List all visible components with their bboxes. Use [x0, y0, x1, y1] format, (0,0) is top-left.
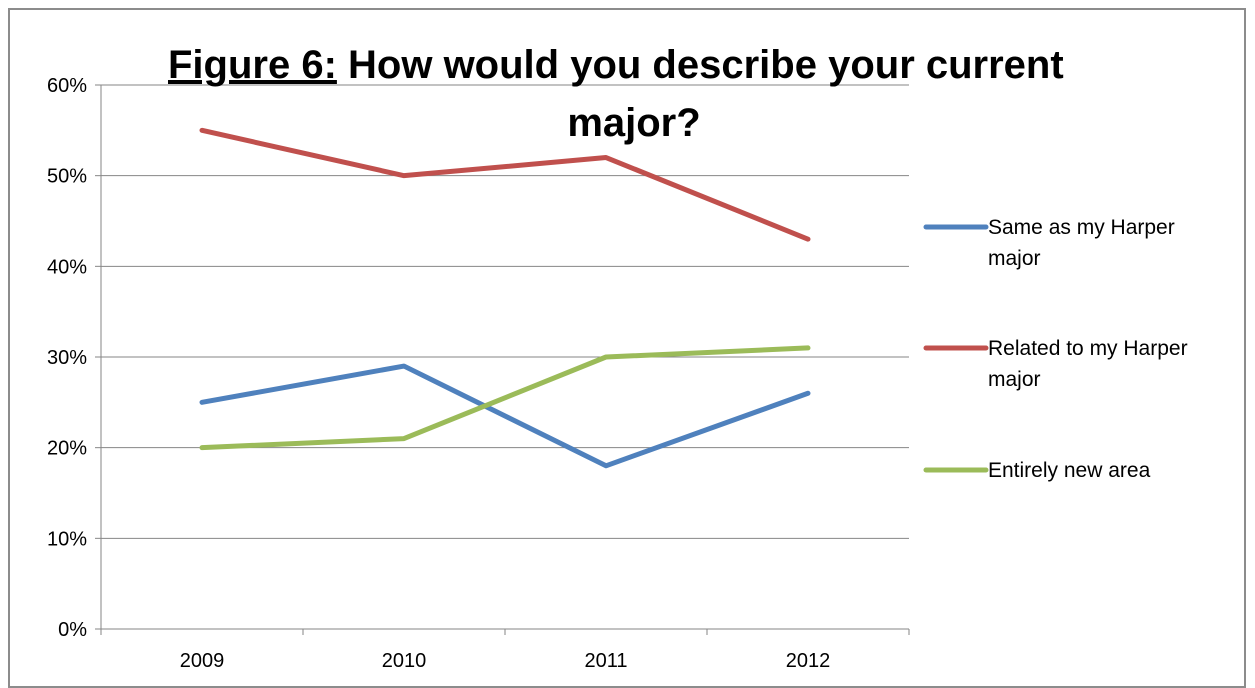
data-point — [806, 345, 810, 350]
y-axis-tick-labels: 0% 10% 20% 30% 40% 50% 60% — [47, 75, 87, 641]
data-point — [806, 391, 810, 396]
chart-title-line-1-rest: How would you describe your current — [337, 43, 1064, 87]
y-tick-label: 40% — [47, 256, 87, 278]
series-lines — [199, 127, 811, 469]
series-line — [199, 127, 811, 242]
chart-title-line-2: major? — [567, 101, 700, 145]
x-axis-tick-labels: 2009 2010 2011 2012 — [180, 650, 831, 672]
y-tick-label: 60% — [47, 75, 87, 97]
data-point — [402, 436, 406, 441]
data-point — [806, 237, 810, 242]
x-tick-label: 2012 — [786, 650, 831, 672]
x-tick-label: 2010 — [382, 650, 427, 672]
data-point — [200, 400, 204, 405]
x-tick-label: 2009 — [180, 650, 225, 672]
gridlines — [101, 84, 909, 539]
data-point — [604, 355, 608, 359]
data-point — [200, 128, 204, 133]
series-line — [199, 345, 811, 451]
y-tick-label: 30% — [47, 347, 87, 369]
data-point — [200, 445, 204, 450]
legend-label: Same as my Harper major — [988, 216, 1175, 270]
series-line — [199, 363, 811, 469]
legend-label: Related to my Harper major — [988, 337, 1188, 391]
data-point — [604, 155, 608, 160]
legend-label: Entirely new area — [988, 459, 1151, 482]
chart-title-prefix: Figure 6: — [168, 43, 337, 87]
legend: Same as my Harper major Related to my Harp… — [923, 216, 1188, 482]
chart-title-line-1: Figure 6: How would you describe your cu… — [168, 43, 1064, 87]
y-tick-label: 50% — [47, 166, 87, 188]
axes — [95, 84, 910, 635]
data-point — [402, 173, 406, 178]
data-point — [604, 463, 608, 468]
y-tick-label: 0% — [58, 619, 87, 641]
chart-frame — [8, 8, 1246, 688]
data-point — [402, 364, 406, 369]
x-tick-label: 2011 — [584, 650, 627, 672]
y-tick-label: 20% — [47, 438, 87, 460]
y-tick-label: 10% — [47, 528, 87, 550]
chart-title: Figure 6: How would you describe your cu… — [168, 43, 1064, 145]
